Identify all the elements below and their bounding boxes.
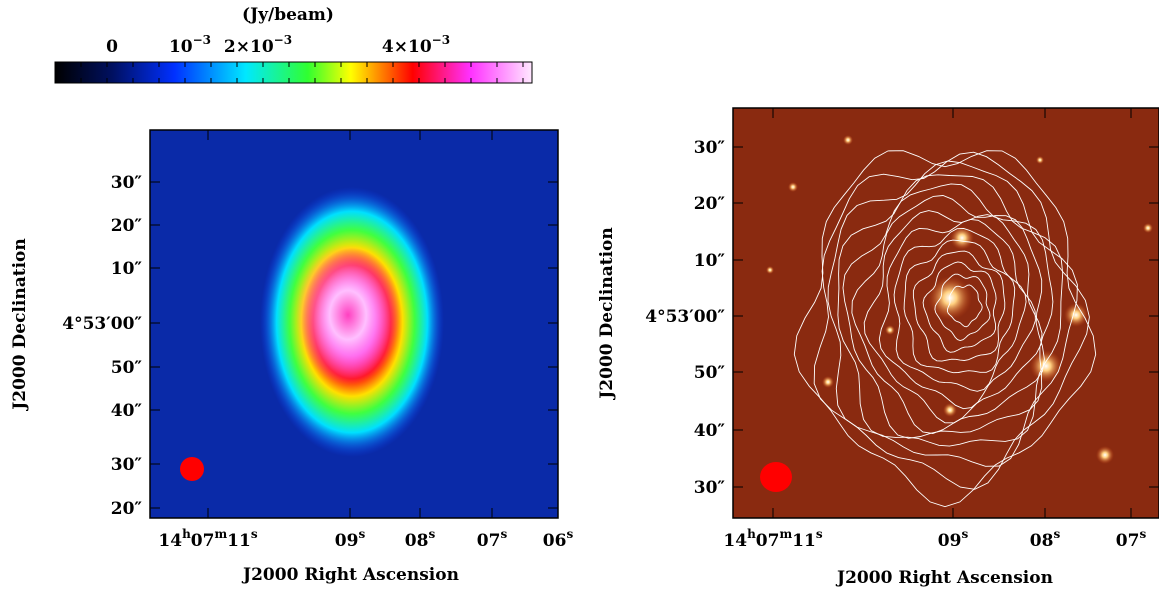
tick-label: 10″ — [694, 251, 726, 271]
y-axis-title: J2000 Declination — [597, 227, 617, 401]
tick-label: 08s — [405, 527, 436, 551]
tick-label: 30″ — [694, 138, 726, 158]
y-axis-title: J2000 Declination — [10, 238, 30, 412]
tick-label: 30″ — [111, 455, 143, 475]
tick-label: 14h07m11s — [723, 527, 822, 551]
tick-label: 09s — [938, 527, 969, 551]
radio-map — [150, 130, 558, 518]
tick-label: 4°53′00″ — [62, 314, 142, 334]
colorbar — [54, 61, 533, 84]
tick-label: 07s — [1116, 527, 1147, 551]
frame — [149, 129, 559, 519]
optical-overlay — [733, 108, 1159, 518]
tick-label: 30″ — [111, 173, 143, 193]
tick-label: 07s — [477, 527, 508, 551]
tick-label: 06s — [543, 527, 574, 551]
colorbar-label: (Jy/beam) — [242, 5, 334, 25]
tick-label: 2×10−3 — [224, 33, 292, 57]
tick-label: 0 — [106, 37, 118, 57]
tick-label: 30″ — [694, 478, 726, 498]
frame — [732, 107, 1159, 519]
tick-label: 20″ — [111, 499, 143, 519]
tick-label: 10−3 — [169, 33, 211, 57]
tick-label: 09s — [335, 527, 366, 551]
tick-label: 08s — [1030, 527, 1061, 551]
x-axis-title: J2000 Right Ascension — [835, 568, 1053, 588]
tick-label: 50″ — [694, 363, 726, 383]
tick-label: 40″ — [111, 401, 143, 421]
tick-label: 50″ — [111, 358, 143, 378]
tick-label: 4°53′00″ — [645, 307, 725, 327]
tick-label: 14h07m11s — [158, 527, 257, 551]
tick-label: 20″ — [694, 194, 726, 214]
x-axis-title: J2000 Right Ascension — [241, 565, 459, 585]
tick-label: 4×10−3 — [382, 33, 450, 57]
tick-label: 20″ — [111, 216, 143, 236]
tick-label: 10″ — [111, 259, 143, 279]
tick-label: 40″ — [694, 421, 726, 441]
